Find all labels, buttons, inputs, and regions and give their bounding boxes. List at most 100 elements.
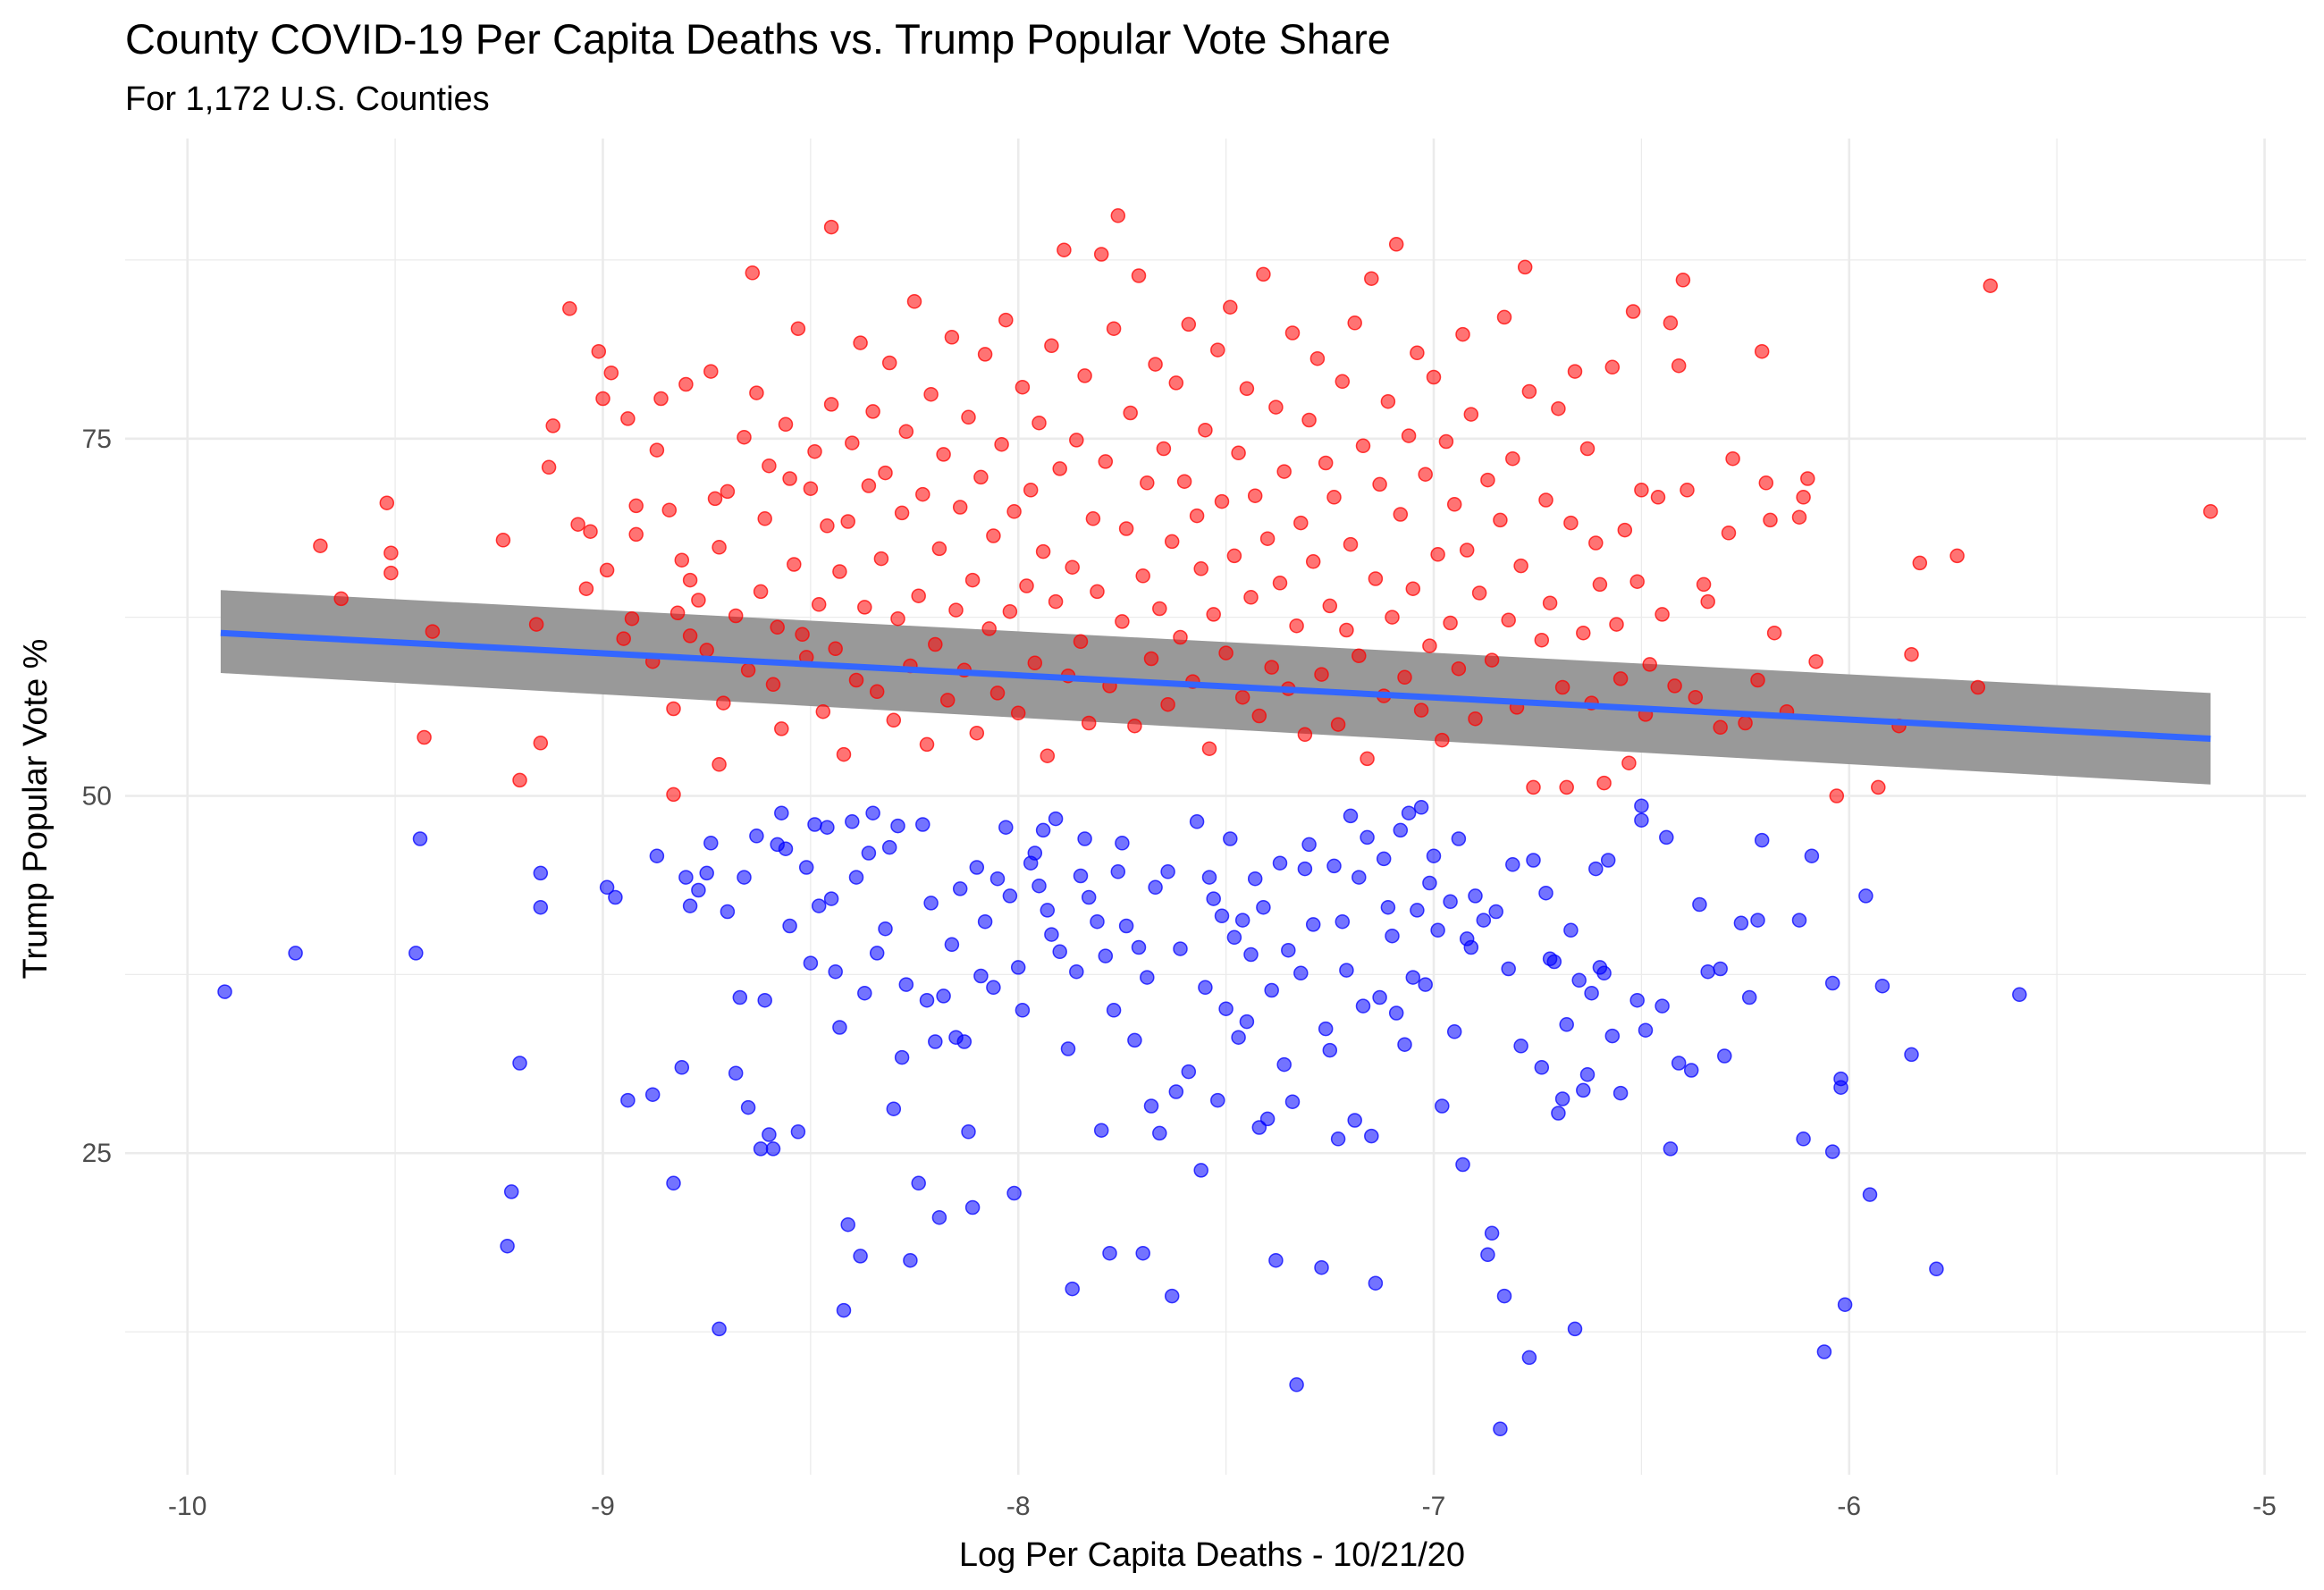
- point-red: [379, 495, 395, 510]
- point-red: [1484, 652, 1500, 668]
- point-red: [1173, 629, 1188, 645]
- point-blue: [1393, 822, 1409, 838]
- point-red: [906, 294, 922, 309]
- point-blue: [1413, 800, 1429, 815]
- point-blue: [894, 1049, 910, 1065]
- point-blue: [1010, 960, 1026, 975]
- point-red: [1625, 304, 1641, 319]
- point-blue: [1526, 853, 1541, 868]
- point-red: [1754, 343, 1770, 359]
- point-red: [782, 471, 797, 486]
- point-blue: [1073, 868, 1089, 884]
- point-blue: [1297, 861, 1313, 877]
- point-blue: [1031, 878, 1047, 894]
- point-red: [682, 628, 698, 644]
- point-blue: [1106, 1003, 1122, 1018]
- point-blue: [1858, 888, 1874, 904]
- point-blue: [853, 1249, 868, 1264]
- point-blue: [1044, 927, 1059, 942]
- point-blue: [1493, 1421, 1508, 1437]
- y-axis-title: Trump Popular Vote %: [17, 639, 55, 980]
- point-blue: [533, 865, 549, 881]
- point-red: [1156, 441, 1172, 457]
- point-red: [1521, 383, 1537, 400]
- point-red: [1206, 607, 1221, 622]
- point-red: [745, 265, 761, 281]
- point-red: [1293, 515, 1309, 531]
- point-red: [1234, 689, 1250, 705]
- point-red: [1297, 727, 1313, 743]
- point-blue: [1339, 963, 1354, 978]
- point-red: [1397, 669, 1412, 686]
- point-blue: [1451, 831, 1467, 846]
- point-blue: [1551, 1106, 1566, 1121]
- point-blue: [803, 955, 819, 971]
- point-red: [383, 545, 399, 560]
- point-red: [417, 729, 432, 745]
- point-blue: [919, 992, 935, 1008]
- point-red: [728, 608, 744, 624]
- point-red: [923, 386, 939, 402]
- point-red: [1534, 632, 1550, 648]
- point-blue: [699, 865, 714, 881]
- point-red: [1322, 598, 1338, 614]
- point-blue: [1247, 871, 1263, 887]
- point-red: [712, 757, 727, 772]
- point-red: [1002, 603, 1018, 619]
- point-red: [1750, 672, 1765, 688]
- point-red: [666, 787, 681, 803]
- point-red: [1808, 653, 1823, 669]
- point-red: [1796, 490, 1811, 505]
- point-red: [1721, 526, 1737, 541]
- point-blue: [1430, 922, 1445, 938]
- point-blue: [1198, 980, 1213, 996]
- point-red: [1696, 576, 1712, 593]
- point-red: [948, 602, 964, 618]
- point-red: [1231, 445, 1246, 461]
- point-red: [1309, 350, 1326, 366]
- point-blue: [1231, 1030, 1246, 1045]
- point-red: [720, 484, 736, 500]
- point-blue: [1567, 1321, 1583, 1337]
- point-red: [1360, 751, 1375, 767]
- point-red: [790, 321, 806, 336]
- point-blue: [649, 848, 665, 863]
- point-red: [1135, 568, 1150, 584]
- point-red: [1604, 359, 1621, 375]
- point-blue: [1559, 1017, 1574, 1032]
- point-blue: [1234, 913, 1250, 928]
- point-blue: [720, 904, 736, 920]
- point-red: [1247, 488, 1263, 503]
- point-red: [964, 572, 981, 588]
- point-red: [1380, 393, 1396, 409]
- point-blue: [1596, 965, 1612, 981]
- point-red: [1272, 576, 1288, 591]
- point-red: [595, 391, 610, 407]
- point-red: [1468, 711, 1483, 727]
- point-blue: [1405, 970, 1421, 985]
- point-blue: [931, 1209, 947, 1225]
- point-red: [1455, 326, 1470, 342]
- point-red: [1617, 522, 1633, 538]
- point-red: [616, 631, 631, 646]
- point-blue: [1683, 1063, 1699, 1078]
- point-red: [674, 552, 690, 568]
- point-red: [869, 684, 885, 700]
- point-blue: [1193, 1163, 1208, 1178]
- point-blue: [1335, 913, 1351, 930]
- point-blue: [1634, 812, 1649, 828]
- point-blue: [1554, 1091, 1570, 1106]
- point-blue: [1118, 918, 1134, 934]
- y-tick-label: 25: [82, 1139, 112, 1168]
- point-red: [1791, 509, 1807, 525]
- point-red: [678, 376, 694, 392]
- point-blue: [774, 805, 789, 820]
- point-blue: [1264, 982, 1279, 998]
- point-blue: [737, 870, 752, 885]
- point-blue: [1330, 1132, 1346, 1147]
- point-red: [583, 524, 598, 539]
- point-blue: [1110, 864, 1126, 879]
- point-red: [815, 703, 831, 719]
- point-blue: [703, 836, 719, 851]
- x-tick-label: -5: [2252, 1492, 2277, 1521]
